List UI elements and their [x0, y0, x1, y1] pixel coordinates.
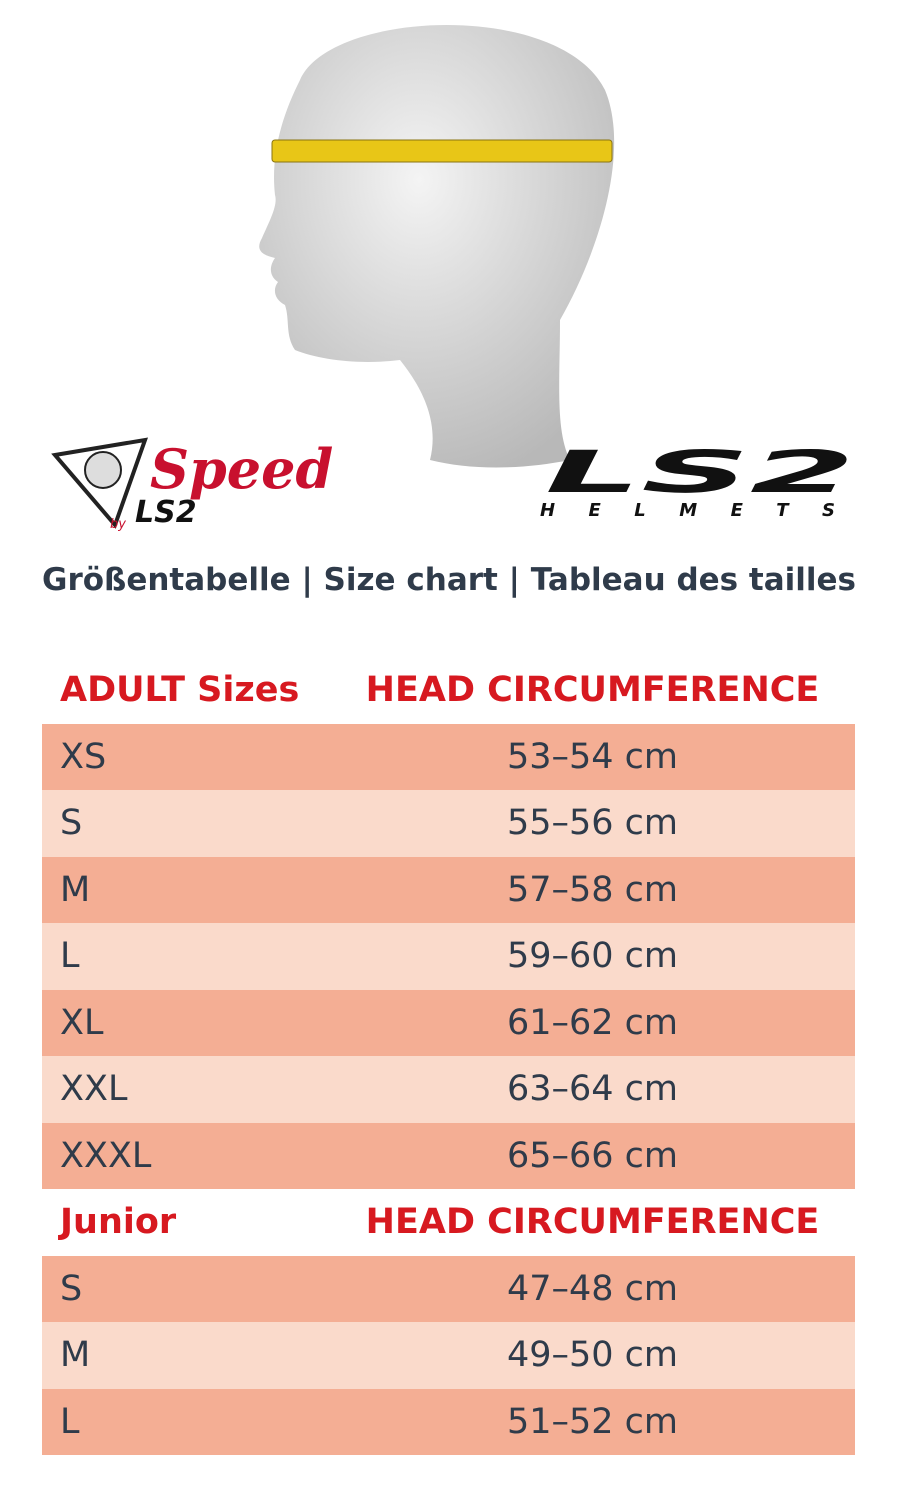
section-header: ADULT Sizes HEAD CIRCUMFERENCE: [42, 657, 855, 724]
speed-by: by: [110, 517, 126, 532]
circumference: 61–62 cm: [506, 1002, 679, 1043]
header-cell: ADULT Sizes: [60, 670, 300, 711]
circumference: 51–52 cm: [506, 1401, 679, 1442]
size-row: XL 61–62 cm: [42, 989, 855, 1056]
illustration: Speed by LS2 LS2 HELMETS: [51, 25, 855, 532]
size: XS: [60, 736, 107, 777]
size-row: M 57–58 cm: [42, 856, 855, 923]
head: [259, 25, 615, 468]
size: L: [60, 1401, 80, 1442]
speed-logo: Speed by LS2: [51, 437, 333, 532]
ls2-logo: LS2 HELMETS: [540, 438, 855, 521]
ls2-brand: LS2: [545, 438, 855, 506]
size: XL: [60, 1002, 104, 1043]
circumference: 63–64 cm: [506, 1069, 679, 1110]
circumference: 53–54 cm: [506, 736, 679, 777]
size-row: XXL 63–64 cm: [42, 1056, 855, 1123]
size: S: [60, 1268, 83, 1309]
speed-brand: LS2: [135, 495, 197, 530]
size-row: XS 53–54 cm: [42, 723, 855, 790]
size: S: [60, 803, 83, 844]
section-header: Junior HEAD CIRCUMFERENCE: [42, 1189, 855, 1256]
size-table: ADULT Sizes HEAD CIRCUMFERENCE XS 53–54 cm S…: [42, 657, 855, 1455]
size-row: L 51–52 cm: [42, 1388, 855, 1455]
circumference: 65–66 cm: [506, 1135, 679, 1176]
size-row: S 47–48 cm: [42, 1255, 855, 1322]
size-row: L 59–60 cm: [42, 923, 855, 990]
size: XXL: [60, 1069, 128, 1110]
size: L: [60, 936, 80, 977]
size-row: S 55–56 cm: [42, 790, 855, 857]
subtitle: Größentabelle | Size chart | Tableau des…: [42, 562, 856, 598]
size: M: [60, 1335, 91, 1376]
size: XXXL: [60, 1135, 152, 1176]
circumference: 59–60 cm: [506, 936, 679, 977]
header-cell: HEAD CIRCUMFERENCE: [365, 1202, 820, 1243]
size-row: XXXL 65–66 cm: [42, 1122, 855, 1189]
circumference: 55–56 cm: [506, 803, 679, 844]
header-cell: HEAD CIRCUMFERENCE: [365, 670, 820, 711]
size: M: [60, 869, 91, 910]
measuring-tape: [271, 139, 613, 163]
speed-name: Speed: [150, 437, 333, 501]
header-cell: Junior: [60, 1202, 177, 1243]
circumference: 57–58 cm: [506, 869, 679, 910]
circumference: 49–50 cm: [506, 1335, 679, 1376]
circumference: 47–48 cm: [506, 1268, 679, 1309]
size-row: M 49–50 cm: [42, 1322, 855, 1389]
